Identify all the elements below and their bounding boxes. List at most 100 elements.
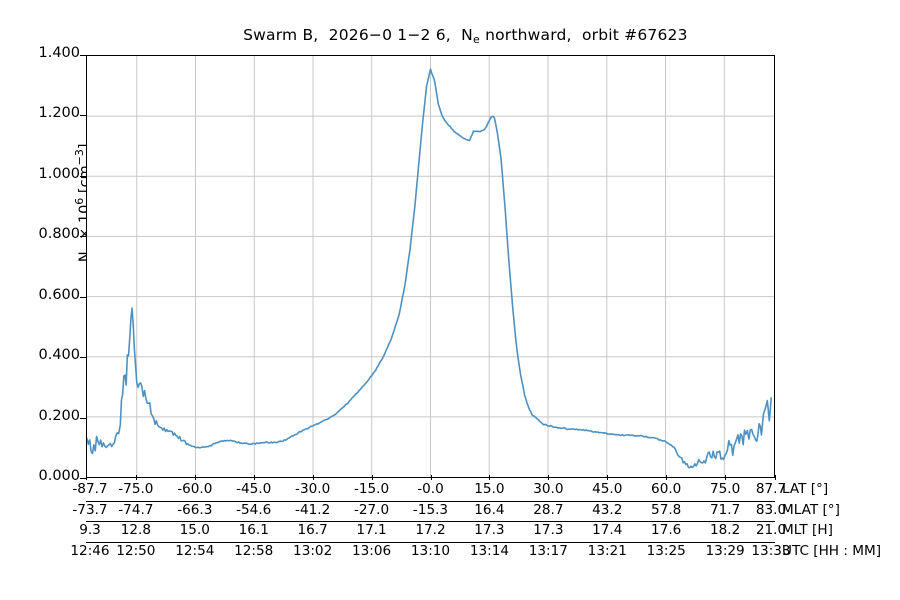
x-tick-label: 13:17 bbox=[528, 542, 568, 559]
x-tick-label: 13:02 bbox=[293, 542, 333, 559]
y-tick-label: 0.200 bbox=[38, 407, 80, 424]
x-axis-row-utc: 12:46 12:50 12:54 12:58 13:02 13:06 13:10 13:14… bbox=[0, 541, 900, 563]
row-separator bbox=[86, 500, 775, 502]
x-tick-label: 57.8 bbox=[651, 501, 682, 518]
x-tick-label: 28.7 bbox=[533, 501, 564, 518]
x-tick-label: 71.7 bbox=[709, 501, 741, 518]
x-tick-label: -60.0 bbox=[177, 481, 213, 497]
x-tick-label: 17.6 bbox=[651, 522, 682, 538]
row-separator bbox=[86, 541, 775, 543]
y-tick-mark bbox=[80, 478, 86, 479]
x-tick-label: -27.0 bbox=[353, 501, 390, 518]
title-subscript-e: e bbox=[472, 33, 480, 46]
x-tick-label: 16.7 bbox=[297, 522, 328, 538]
x-tick-label: -75.0 bbox=[118, 481, 154, 497]
x-tick-label: 16.1 bbox=[238, 522, 269, 538]
x-tick-label: 21.0 bbox=[755, 522, 787, 538]
title-suffix: northward, orbit #67623 bbox=[479, 26, 688, 44]
y-axis-ticks: 0.000 0.200 0.400 0.600 0.800 1.000 1.200 1.400 bbox=[0, 45, 86, 484]
y-tick-label: 1.400 bbox=[38, 45, 80, 61]
x-tick-mark bbox=[371, 475, 373, 480]
x-tick-label: 43.2 bbox=[592, 501, 623, 518]
x-axis-row-mlat: -73.7 -74.7 -66.3 -54.6 -41.2 -27.0 -15.3 16.4 2… bbox=[0, 500, 900, 522]
y-tick-label: 0.400 bbox=[38, 347, 80, 364]
x-tick-mark bbox=[489, 475, 491, 480]
x-tick-label: 45.0 bbox=[592, 481, 623, 497]
title-prefix: Swarm B, 2026−0 1−2 6, N bbox=[243, 26, 473, 44]
chart-title-line-1: Swarm B, 2026−0 1−2 6, Ne northward, orb… bbox=[0, 2, 900, 73]
x-tick-mark bbox=[607, 475, 609, 480]
x-tick-label: 15.0 bbox=[179, 522, 210, 538]
x-axis-row-label: MLT [H] bbox=[782, 522, 833, 538]
x-tick-label: -74.7 bbox=[118, 501, 154, 518]
y-tick-mark bbox=[80, 236, 86, 238]
x-tick-mark bbox=[725, 475, 727, 480]
x-tick-label: -0.0 bbox=[417, 481, 444, 497]
x-tick-label: -41.2 bbox=[295, 501, 331, 518]
y-tick-mark bbox=[80, 55, 86, 56]
x-tick-mark bbox=[312, 475, 314, 480]
x-axis-rows: -87.7 -75.0 -60.0 -45.0 -30.0 -15.0 -0.0 15.0 30… bbox=[0, 475, 900, 563]
y-tick-label: 1.200 bbox=[38, 105, 80, 122]
x-tick-label: 13:10 bbox=[410, 542, 451, 559]
x-tick-label: 17.4 bbox=[592, 522, 623, 538]
x-axis-row-label: LAT [°] bbox=[782, 481, 829, 497]
x-tick-label: -73.7 bbox=[72, 501, 108, 518]
x-tick-mark bbox=[775, 475, 776, 480]
x-tick-label: 17.3 bbox=[474, 522, 505, 538]
x-tick-mark bbox=[253, 475, 255, 480]
x-axis-row-mlt: 9.3 12.8 15.0 16.1 16.7 17.1 17.2 17.3 17.3 17.4 1… bbox=[0, 521, 900, 542]
x-tick-label: 12:50 bbox=[116, 542, 156, 559]
y-tick-mark bbox=[80, 175, 86, 177]
y-tick-mark bbox=[80, 417, 86, 419]
x-tick-label: 83.0 bbox=[755, 501, 787, 518]
x-tick-label: 18.2 bbox=[709, 522, 741, 538]
x-axis-row-lat: -87.7 -75.0 -60.0 -45.0 -30.0 -15.0 -0.0 15.0 30… bbox=[0, 475, 900, 501]
x-tick-label: 13:29 bbox=[705, 542, 745, 559]
x-tick-label: 13:33 bbox=[751, 542, 791, 559]
x-tick-label: 12:58 bbox=[234, 542, 274, 559]
x-tick-label: -87.7 bbox=[72, 481, 108, 497]
x-tick-label: 13:21 bbox=[587, 542, 627, 559]
x-tick-label: -45.0 bbox=[236, 481, 272, 497]
x-tick-label: 17.3 bbox=[533, 522, 564, 538]
row-separator bbox=[86, 521, 775, 522]
x-tick-label: 87.7 bbox=[755, 481, 787, 497]
y-tick-label: 0.800 bbox=[38, 226, 80, 243]
y-tick-label: 1.000 bbox=[38, 165, 80, 182]
x-tick-label: 13:14 bbox=[469, 542, 510, 559]
x-tick-label: 16.4 bbox=[474, 501, 505, 518]
electron-density-curve bbox=[87, 68, 773, 469]
x-tick-mark bbox=[194, 475, 196, 480]
x-tick-mark bbox=[666, 475, 668, 480]
x-tick-label: 15.0 bbox=[474, 481, 505, 497]
y-tick-mark bbox=[80, 115, 86, 117]
x-tick-label: -54.6 bbox=[236, 501, 272, 518]
x-tick-label: -30.0 bbox=[295, 481, 331, 497]
grid-lines bbox=[87, 56, 774, 477]
x-tick-label: 17.2 bbox=[415, 522, 446, 538]
x-tick-mark bbox=[86, 475, 87, 480]
x-tick-label: 60.0 bbox=[651, 481, 682, 497]
x-tick-label: -15.0 bbox=[353, 481, 390, 497]
x-tick-label: 75.0 bbox=[709, 481, 741, 497]
x-tick-label: 12:54 bbox=[175, 542, 215, 559]
x-tick-mark bbox=[430, 475, 432, 480]
y-tick-mark bbox=[80, 357, 86, 359]
y-tick-mark bbox=[80, 296, 86, 298]
x-tick-label: 12.8 bbox=[120, 522, 152, 538]
x-tick-label: -15.3 bbox=[412, 501, 449, 518]
y-tick-label: 0.600 bbox=[38, 286, 80, 303]
x-tick-label: 17.1 bbox=[356, 522, 387, 538]
x-tick-label: -66.3 bbox=[177, 501, 213, 518]
x-tick-mark bbox=[135, 475, 137, 480]
plot-area bbox=[86, 55, 775, 478]
x-axis-row-label: UTC [HH : MM] bbox=[782, 542, 881, 559]
x-axis-row-label: MLAT [°] bbox=[782, 501, 840, 518]
x-tick-label: 13:25 bbox=[646, 542, 686, 559]
x-tick-mark bbox=[548, 475, 550, 480]
y-tick-label: 0.000 bbox=[38, 468, 80, 484]
x-tick-label: 9.3 bbox=[79, 522, 101, 538]
x-tick-label: 12:46 bbox=[70, 542, 110, 559]
